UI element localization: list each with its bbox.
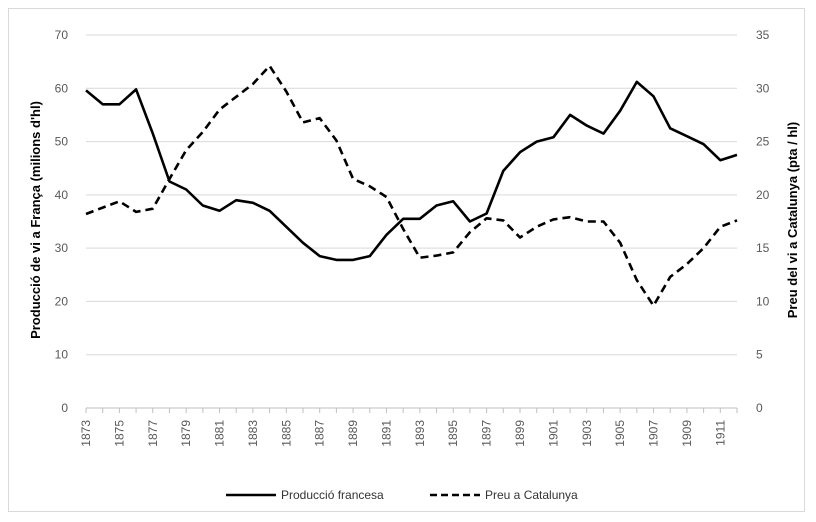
- left-axis-title: Producció de vi a França (milions d'hl): [28, 101, 43, 339]
- x-tick-label: 1881: [213, 420, 227, 447]
- left-tick-label: 50: [55, 135, 69, 149]
- x-tick-label: 1891: [379, 420, 393, 447]
- x-tick-label: 1905: [613, 420, 627, 447]
- series-line-preu-a-catalunya: [85, 64, 738, 308]
- right-tick-label: 25: [756, 135, 770, 149]
- right-tick-label: 5: [756, 348, 763, 362]
- legend-label-producció-francesa: Producció francesa: [281, 488, 384, 502]
- right-tick-label: 0: [756, 401, 763, 415]
- x-tick-label: 1897: [480, 420, 494, 447]
- x-tick-label: 1877: [146, 420, 160, 447]
- x-tick-label: 1885: [279, 420, 293, 447]
- left-tick-label: 30: [55, 241, 69, 255]
- x-tick-label: 1889: [346, 420, 360, 447]
- left-tick-label: 20: [55, 294, 69, 308]
- left-tick-label: 40: [55, 188, 69, 202]
- series-line-producció-francesa: [85, 80, 738, 262]
- x-tick-label: 1879: [179, 420, 193, 447]
- x-tick-label: 1875: [112, 420, 126, 447]
- right-tick-label: 10: [756, 294, 770, 308]
- x-tick-label: 1911: [713, 420, 727, 446]
- left-tick-label: 70: [55, 28, 69, 42]
- left-tick-label: 60: [55, 81, 69, 95]
- chart-frame: [8, 8, 805, 512]
- x-tick-label: 1901: [546, 420, 560, 447]
- right-tick-label: 15: [756, 241, 770, 255]
- right-tick-label: 30: [756, 81, 770, 95]
- series-layer: [85, 64, 738, 308]
- x-tick-label: 1893: [413, 420, 427, 447]
- right-axis-ticks: 0 5 10 15 20 25 30 35: [756, 28, 770, 415]
- legend: Producció francesa Preu a Catalunya: [226, 488, 578, 502]
- legend-label-preu-a-catalunya: Preu a Catalunya: [485, 488, 578, 502]
- x-tick-label: 1883: [246, 420, 260, 447]
- left-axis-ticks: 0 10 20 30 40 50 60 70: [55, 28, 69, 415]
- right-tick-label: 20: [756, 188, 770, 202]
- x-tick-label: 1887: [313, 420, 327, 447]
- x-tick-label: 1903: [580, 420, 594, 447]
- x-tick-label: 1909: [680, 420, 694, 447]
- gridlines: [85, 34, 738, 413]
- x-tick-label: 1895: [446, 420, 460, 447]
- x-tick-label: 1873: [79, 420, 93, 447]
- right-axis-title: Preu del vi a Catalunya (pta / hl): [785, 122, 800, 319]
- x-axis-ticks: 1873 1875 1877 1879 1881 1883 1885 1887 1889 1891…: [79, 420, 727, 447]
- x-tick-label: 1899: [513, 420, 527, 447]
- right-tick-label: 35: [756, 28, 770, 42]
- left-tick-label: 10: [55, 348, 69, 362]
- left-tick-label: 0: [61, 401, 68, 415]
- x-tick-label: 1907: [647, 420, 661, 447]
